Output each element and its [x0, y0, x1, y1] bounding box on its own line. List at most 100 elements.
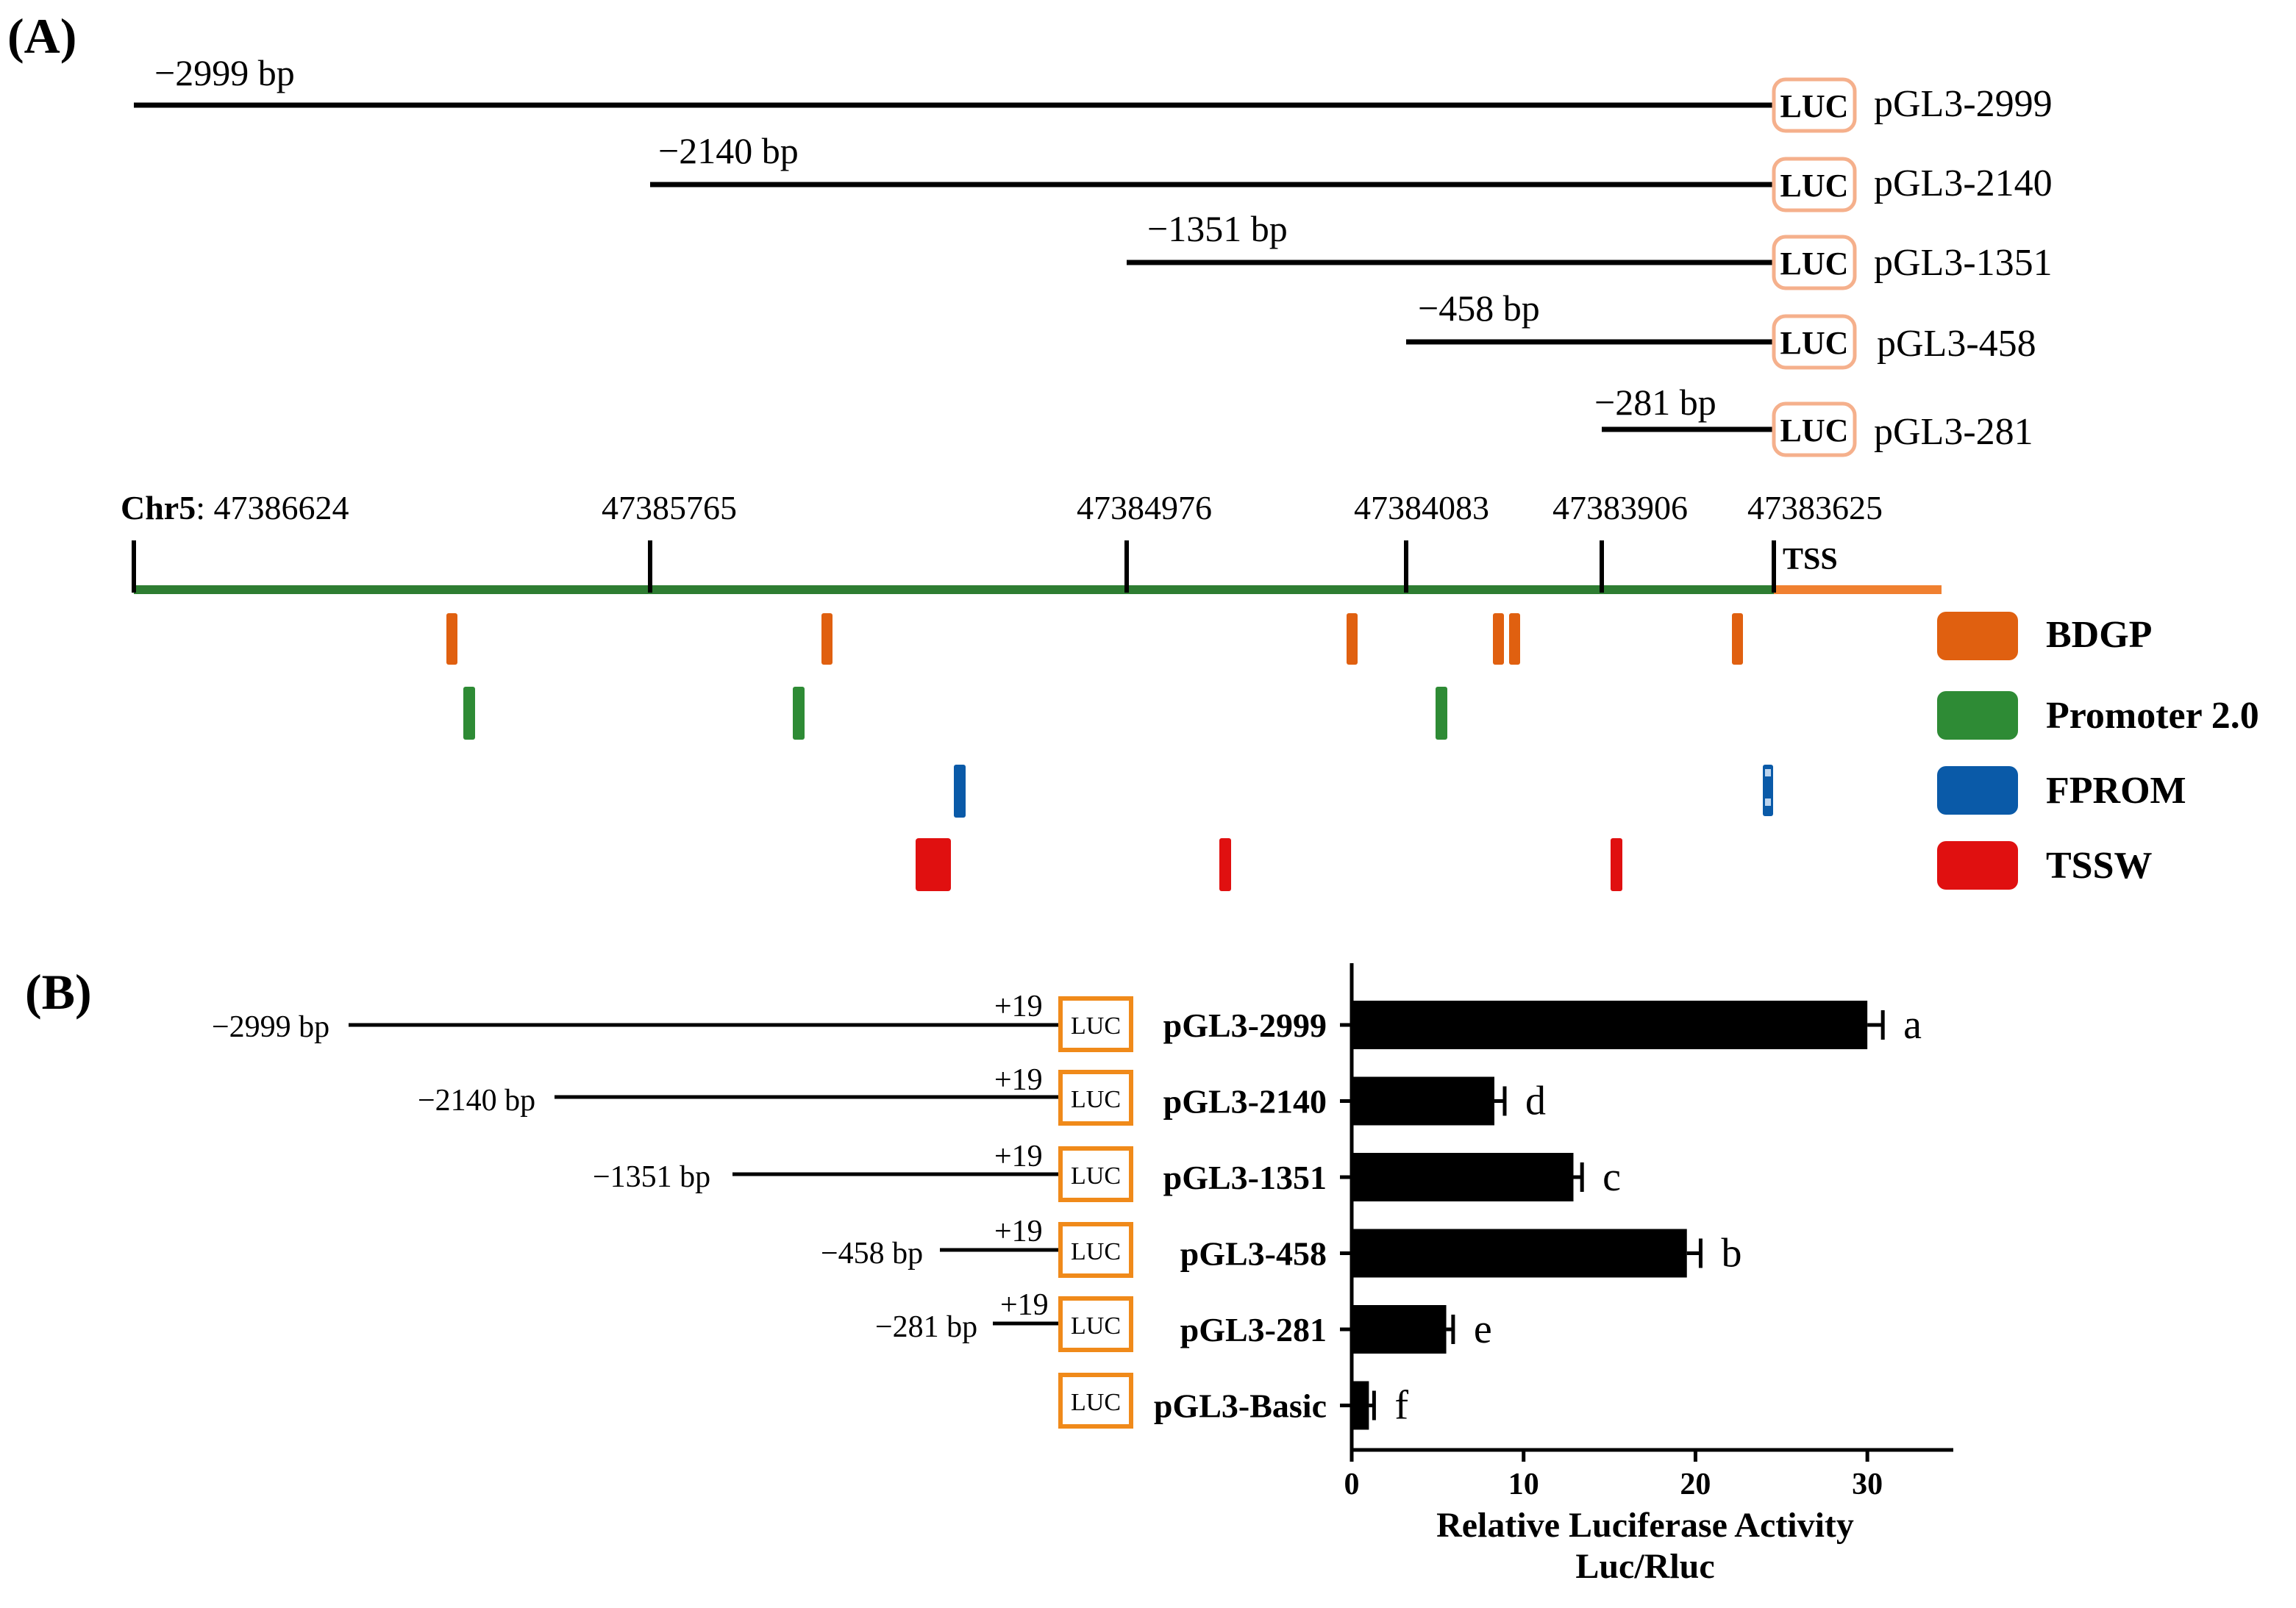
significance-label: e — [1474, 1307, 1492, 1352]
luc-label: LUC — [1071, 1086, 1121, 1113]
chromosome-coord: 47383906 — [1552, 489, 1688, 526]
legend-label: Promoter 2.0 — [2046, 695, 2259, 737]
chromosome-name: Chr5 — [121, 489, 196, 526]
legend-label: FPROM — [2046, 770, 2186, 812]
tss-label: TSS — [1783, 543, 1838, 576]
panel-b-label: (B) — [25, 964, 92, 1020]
chromosome-coord: 47385765 — [602, 489, 737, 526]
plus-label: +19 — [994, 990, 1043, 1023]
x-tick-label: 30 — [1852, 1468, 1883, 1501]
category-label: pGL3-281 — [1180, 1311, 1327, 1348]
bar — [1352, 1229, 1687, 1278]
chromosome-coord: 47384083 — [1354, 489, 1489, 526]
construct-start-label: −2999 bp — [212, 1010, 329, 1044]
luc-box — [1058, 1070, 1133, 1126]
construct-name: pGL3-458 — [1877, 323, 2036, 365]
luc-box — [1772, 235, 1857, 290]
construct-start-label: −2999 bp — [154, 52, 295, 93]
luc-box — [1772, 314, 1857, 370]
promoter2-mark — [463, 687, 475, 740]
chromosome-coord: 47383625 — [1747, 489, 1883, 526]
construct-start-label: −458 bp — [821, 1237, 923, 1271]
x-tick-label: 20 — [1680, 1468, 1711, 1501]
bdgp-mark — [1347, 613, 1358, 665]
luc-box — [1058, 1146, 1133, 1202]
category-label: pGL3-2140 — [1163, 1083, 1327, 1121]
tssw-mark — [1611, 838, 1622, 891]
fprom-mark — [954, 765, 966, 818]
construct-start-label: −2140 bp — [418, 1084, 535, 1118]
construct-name: pGL3-2999 — [1874, 83, 2053, 125]
construct-start-label: −1351 bp — [593, 1160, 710, 1194]
x-tick-label: 10 — [1508, 1468, 1539, 1501]
promoter2-mark — [1436, 687, 1447, 740]
construct-start-label: −1351 bp — [1147, 208, 1288, 249]
bdgp-mark — [1509, 613, 1520, 665]
bdgp-mark — [1732, 613, 1743, 665]
legend-swatch-fprom — [1937, 766, 2018, 815]
legend-swatch-tssw — [1937, 841, 2018, 890]
panel-a-label: (A) — [7, 8, 76, 64]
tssw-mark — [1219, 838, 1231, 891]
luc-label: LUC — [1780, 325, 1849, 361]
plus-label: +19 — [994, 1215, 1043, 1248]
luc-box — [1772, 77, 1857, 133]
legend: BDGP Promoter 2.0 FPROM TSSW — [1937, 612, 2259, 890]
category-label: pGL3-1351 — [1163, 1159, 1327, 1196]
tssw-mark — [916, 838, 951, 891]
luc-label: LUC — [1780, 412, 1849, 449]
significance-label: a — [1903, 1002, 1922, 1048]
x-tick-label: 0 — [1344, 1468, 1360, 1501]
construct-start-label: −458 bp — [1418, 287, 1540, 329]
luc-box — [1058, 1373, 1133, 1429]
legend-swatch-promoter2 — [1937, 691, 2018, 740]
luc-label: LUC — [1780, 246, 1849, 282]
x-axis-title: Relative Luciferase Activity — [1436, 1506, 1854, 1545]
luc-label: LUC — [1071, 1389, 1121, 1416]
construct-name: pGL3-2140 — [1874, 162, 2053, 204]
fprom-mark-highlight — [1765, 798, 1771, 806]
construct-map: −2999 bp LUC pGL3-2999 −2140 bp LUC pGL3… — [134, 52, 2053, 457]
luc-label: LUC — [1071, 1238, 1121, 1265]
luc-box — [1058, 996, 1133, 1052]
bdgp-mark — [446, 613, 457, 665]
construct-name: pGL3-1351 — [1874, 242, 2053, 284]
bar — [1352, 1381, 1369, 1430]
chromosome-first-coord: : 47386624 — [196, 489, 349, 526]
category-label: pGL3-Basic — [1154, 1387, 1327, 1425]
construct-start-label: −2140 bp — [658, 130, 799, 171]
chromosome-coord: 47384976 — [1077, 489, 1212, 526]
fprom-mark-highlight — [1765, 769, 1771, 776]
bdgp-mark — [821, 613, 833, 665]
luc-label: LUC — [1780, 88, 1849, 124]
bar — [1352, 1001, 1868, 1049]
luc-label: LUC — [1780, 168, 1849, 204]
legend-label: BDGP — [2046, 614, 2152, 656]
significance-label: d — [1525, 1079, 1546, 1124]
luc-label: LUC — [1071, 1012, 1121, 1040]
panel-b-constructs: −2999 bp +19 LUC −2140 bp +19 LUC −1351 … — [212, 990, 1133, 1429]
promoter2-mark — [793, 687, 805, 740]
luc-label: LUC — [1071, 1312, 1121, 1340]
construct-name: pGL3-281 — [1874, 411, 2033, 453]
luciferase-bar-chart: 0 10 20 30 pGL3-2999 a pGL3-2140 d pGL3-1351 c pGL… — [1154, 963, 1953, 1586]
luc-label: LUC — [1071, 1162, 1121, 1190]
category-label: pGL3-458 — [1180, 1235, 1327, 1273]
x-axis-subtitle: Luc/Rluc — [1575, 1547, 1714, 1586]
bar — [1352, 1305, 1447, 1354]
significance-label: c — [1602, 1154, 1621, 1200]
significance-label: b — [1721, 1231, 1741, 1276]
chromosome-start-label: Chr5: 47386624 — [121, 489, 349, 526]
legend-swatch-bdgp — [1937, 612, 2018, 660]
plus-label: +19 — [994, 1140, 1043, 1173]
luc-box — [1058, 1222, 1133, 1278]
plus-label: +19 — [994, 1063, 1043, 1097]
chromosome-axis: Chr5: 47386624 47385765 47384976 4738408… — [121, 489, 1942, 594]
luc-box — [1772, 401, 1857, 457]
category-label: pGL3-2999 — [1163, 1007, 1327, 1044]
luc-box — [1058, 1296, 1133, 1352]
significance-label: f — [1394, 1383, 1408, 1429]
bdgp-mark — [1493, 613, 1504, 665]
bar — [1352, 1153, 1574, 1201]
